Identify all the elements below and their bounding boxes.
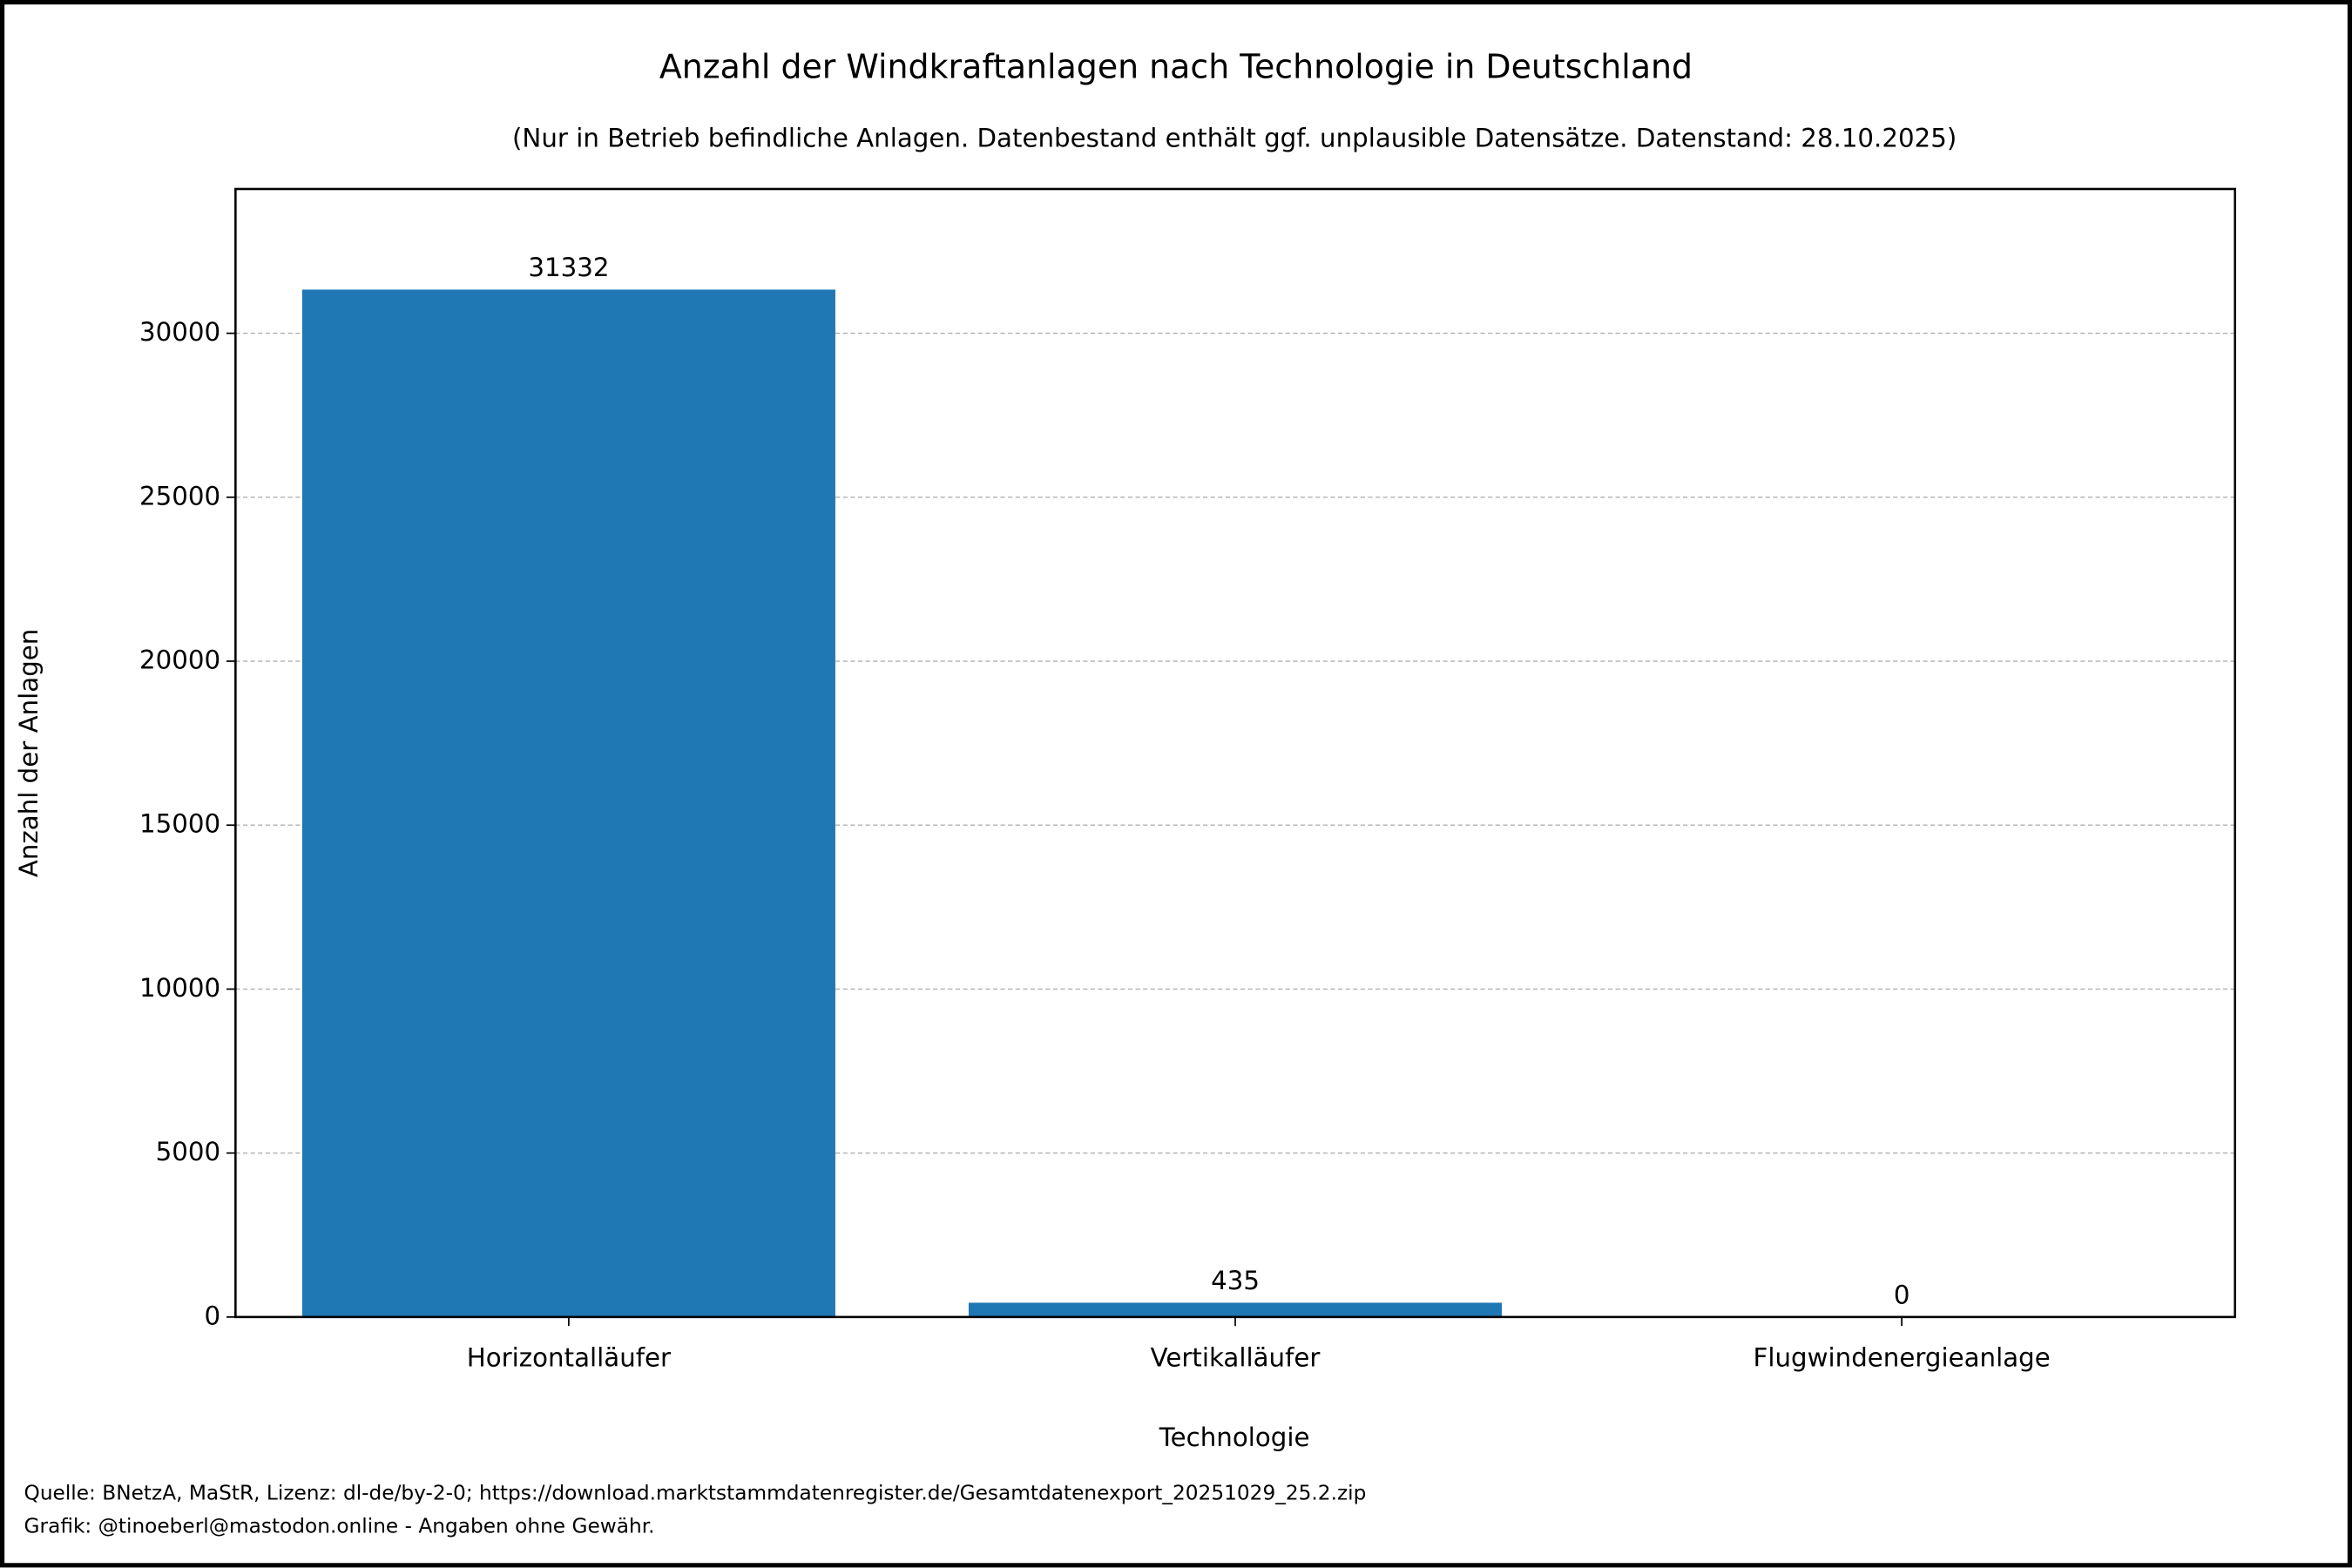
x-tick-label: Vertikalläufer	[1151, 1343, 1321, 1373]
x-tick-label: Flugwindenergieanlage	[1754, 1343, 2051, 1373]
value-label: 0	[1894, 1280, 1910, 1309]
chart-subtitle: (Nur in Betrieb befindliche Anlagen. Dat…	[512, 124, 1957, 153]
y-axis-label: Anzahl der Anlagen	[14, 629, 44, 878]
bar	[968, 1302, 1503, 1317]
y-tick-label: 15000	[139, 809, 220, 839]
value-label: 31332	[528, 253, 609, 282]
x-axis-label: Technologie	[1159, 1423, 1310, 1452]
footer-source: Quelle: BNetzA, MaStR, Lizenz: dl-de/by-…	[24, 1482, 1367, 1505]
value-label: 435	[1211, 1266, 1260, 1295]
y-tick-label: 20000	[139, 645, 220, 675]
y-tick-label: 10000	[139, 973, 220, 1003]
y-tick-label: 30000	[139, 317, 220, 347]
y-tick-label: 25000	[139, 481, 220, 510]
bar	[301, 289, 835, 1317]
x-tick-label: Horizontalläufer	[467, 1343, 672, 1373]
plot-frame	[234, 187, 2236, 1319]
footer-credit: Grafik: @tinoeberl@mastodon.online - Ang…	[24, 1514, 655, 1538]
chart-title: Anzahl der Windkraftanlagen nach Technol…	[659, 48, 1693, 86]
y-tick-label: 0	[205, 1301, 221, 1330]
y-tick-label: 5000	[156, 1137, 220, 1166]
